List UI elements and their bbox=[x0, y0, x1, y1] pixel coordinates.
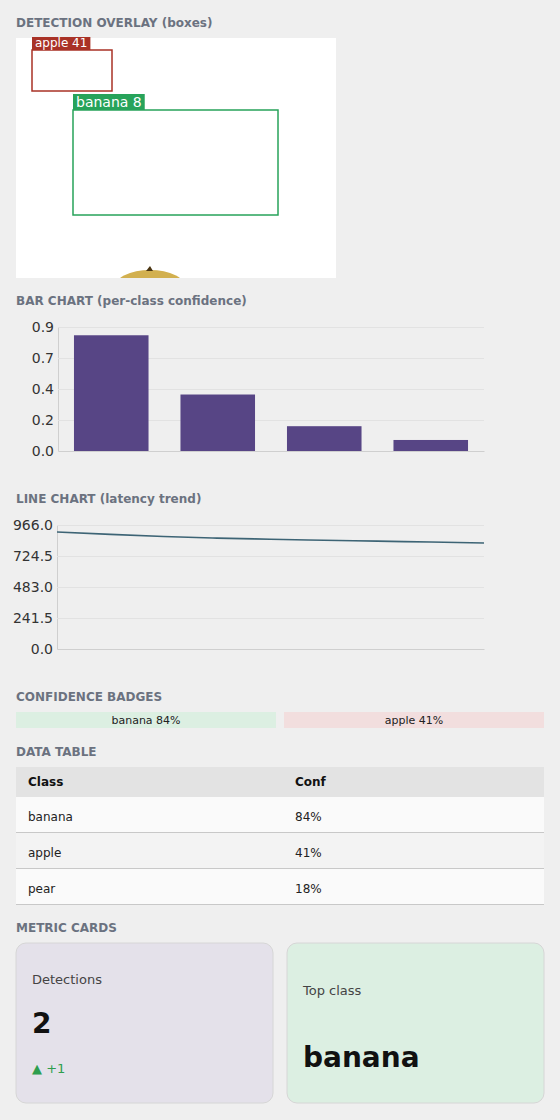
metric-label: Detections bbox=[32, 972, 102, 987]
y-tick: 966.0 bbox=[13, 517, 484, 533]
y-tick: 241.5 bbox=[13, 610, 484, 626]
section-title: METRIC CARDS bbox=[16, 921, 117, 935]
table-cell: banana bbox=[28, 810, 73, 824]
y-tick-label: 0.0 bbox=[31, 641, 53, 657]
grid-line bbox=[57, 587, 484, 588]
metric-value: 2 bbox=[32, 1007, 51, 1040]
y-tick-label: 0.2 bbox=[32, 412, 54, 428]
grid-line bbox=[57, 556, 484, 557]
metric-card bbox=[287, 943, 544, 1103]
page: DETECTION OVERLAY (boxes) apple 41 banana … bbox=[0, 0, 560, 1120]
y-tick-label: 0.7 bbox=[32, 350, 54, 366]
detection-label: banana 8 bbox=[76, 94, 142, 110]
fruit-image bbox=[114, 270, 186, 278]
line bbox=[57, 532, 484, 543]
section-title: DETECTION OVERLAY (boxes) bbox=[16, 16, 213, 30]
section-title: CONFIDENCE BADGES bbox=[16, 690, 162, 704]
image-content bbox=[32, 50, 278, 278]
table-row-border bbox=[16, 904, 544, 905]
y-axis-line bbox=[59, 328, 485, 452]
y-tick-label: 0.9 bbox=[32, 319, 54, 335]
table-row-border bbox=[16, 868, 544, 869]
table-header-bg bbox=[16, 767, 544, 797]
y-axis: 0.0 0.2 0.4 0.7 0.9 bbox=[32, 319, 484, 459]
table-row-bg bbox=[16, 869, 544, 905]
table-row-bg bbox=[16, 833, 544, 869]
detection-box bbox=[32, 50, 112, 91]
y-tick-label: 724.5 bbox=[13, 548, 53, 564]
y-tick-label: 966.0 bbox=[13, 517, 53, 533]
section-title: DATA TABLE bbox=[16, 745, 97, 759]
marks bbox=[74, 335, 468, 451]
table-header: Class bbox=[28, 775, 63, 789]
grid-line bbox=[57, 525, 484, 526]
x-axis-line bbox=[59, 451, 485, 452]
table-cell: apple bbox=[28, 846, 61, 860]
table-row-bg bbox=[16, 797, 544, 833]
detection-label: apple 41 bbox=[35, 36, 87, 50]
y-tick-label: 241.5 bbox=[13, 610, 53, 626]
section-title: LINE CHART (latency trend) bbox=[16, 492, 201, 506]
metric-label: Top class bbox=[302, 983, 362, 998]
x-axis bbox=[58, 649, 485, 650]
detection-box bbox=[73, 110, 278, 215]
fruit-stem bbox=[146, 266, 153, 271]
table-cell: pear bbox=[28, 882, 55, 896]
marks bbox=[57, 532, 484, 543]
section-title: BAR CHART (per-class confidence) bbox=[16, 294, 247, 308]
y-tick: 0.9 bbox=[32, 319, 484, 335]
badge-label: apple 41% bbox=[385, 714, 443, 727]
metric-card bbox=[16, 943, 273, 1103]
y-tick: 483.0 bbox=[13, 579, 484, 595]
x-axis bbox=[59, 451, 485, 452]
detection-label-bg bbox=[32, 37, 90, 50]
x-axis-line bbox=[58, 649, 485, 650]
y-tick: 0.0 bbox=[31, 641, 484, 657]
table-cell: 41% bbox=[295, 846, 322, 860]
grid-line bbox=[57, 618, 484, 619]
table-row-border bbox=[16, 832, 544, 833]
table-header: Conf bbox=[295, 775, 327, 789]
badge bbox=[284, 712, 544, 728]
y-tick-label: 0.4 bbox=[32, 381, 54, 397]
bar bbox=[393, 440, 468, 451]
y-tick-label: 0.0 bbox=[32, 443, 54, 459]
y-axis: 0.0 241.5 483.0 724.5 966.0 bbox=[13, 517, 484, 657]
y-tick-label: 483.0 bbox=[13, 579, 53, 595]
badge-label: banana 84% bbox=[111, 714, 180, 727]
metric-delta: ▲ +1 bbox=[32, 1061, 65, 1076]
y-axis-line bbox=[58, 526, 485, 650]
table-cell: 84% bbox=[295, 810, 322, 824]
table-cell: 18% bbox=[295, 882, 322, 896]
badge bbox=[16, 712, 276, 728]
grid-line bbox=[57, 649, 484, 650]
bar bbox=[180, 395, 255, 451]
detection-label-bg bbox=[73, 94, 145, 110]
grid-line bbox=[58, 327, 484, 328]
bar bbox=[287, 426, 362, 451]
metric-value: banana bbox=[303, 1041, 420, 1074]
y-tick: 724.5 bbox=[13, 548, 484, 564]
image-area bbox=[16, 38, 336, 278]
grid-line bbox=[58, 451, 484, 452]
bar bbox=[74, 335, 149, 451]
